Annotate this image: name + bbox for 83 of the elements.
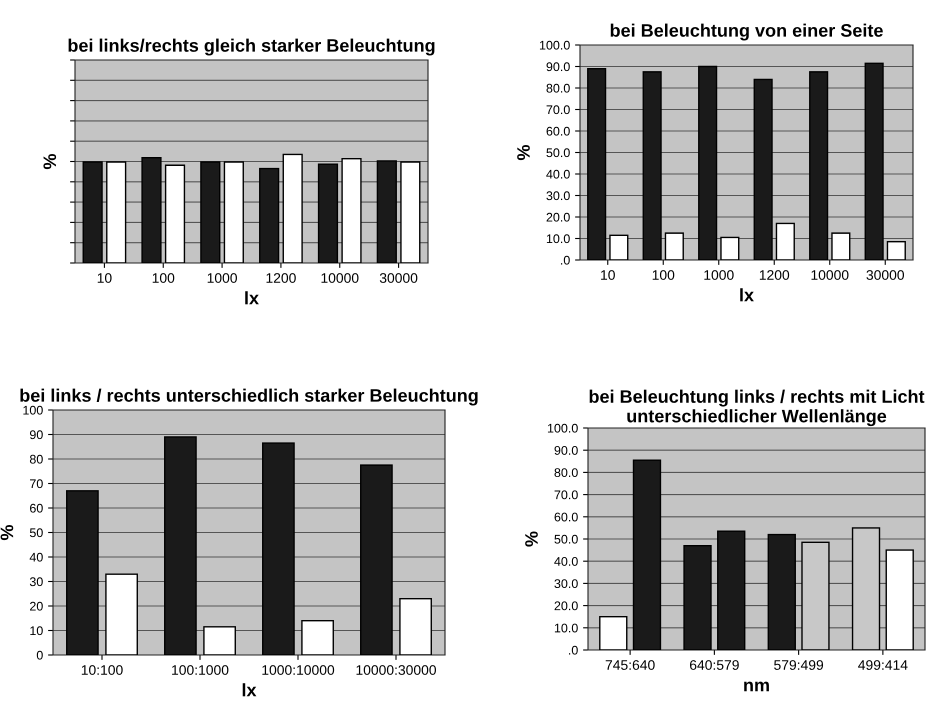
y-tick-label: 50.0 (554, 534, 578, 544)
x-tick-label: 1200 (760, 270, 790, 280)
bar (203, 626, 236, 655)
y-tick-label: 70 (30, 479, 43, 488)
chart-title: bei Beleuchtung von einer Seite (610, 24, 883, 40)
y-tick-label: .0 (568, 646, 578, 655)
x-tick-label: 1000 (704, 270, 734, 280)
x-tick-label: 745:640 (606, 660, 655, 670)
y-tick-label: 10 (30, 626, 43, 636)
y-tick-label: 20 (30, 602, 43, 611)
y-axis-title: % (525, 531, 538, 547)
y-tick-label: 20.0 (546, 212, 570, 222)
x-tick-label: 10:100 (82, 665, 123, 675)
x-tick-label: 30000 (866, 270, 904, 280)
chart-title: bei links/rechts gleich starker Beleuchtung (68, 38, 434, 56)
x-tick-label: 640:579 (690, 660, 739, 670)
y-tick-label: 70.0 (554, 490, 578, 500)
y-tick-label: 80 (30, 454, 43, 464)
bar (776, 222, 795, 260)
y-tick-label: 80.0 (554, 468, 578, 478)
x-tick-label: 579:499 (774, 660, 824, 670)
y-tick-label: 40.0 (554, 557, 578, 566)
y-tick-label: 10.0 (554, 624, 578, 632)
x-tick-label: 100 (652, 270, 674, 280)
y-tick-label: 100.0 (540, 40, 570, 50)
y-tick-label: 80.0 (546, 84, 570, 93)
bar (301, 620, 334, 655)
y-tick-label: .0 (560, 256, 570, 265)
x-tick-label: 10 (601, 270, 615, 280)
y-tick-label: 60.0 (546, 126, 570, 136)
bar (224, 161, 244, 263)
x-tick-label: 10000:30000 (356, 665, 436, 675)
bar (886, 241, 906, 260)
y-tick-label: 50.0 (546, 148, 570, 158)
bar (105, 573, 138, 655)
y-tick-label: 60.0 (554, 512, 578, 522)
bar (400, 161, 420, 263)
x-tick-label: 100 (152, 273, 174, 283)
bar (282, 154, 303, 263)
bar (664, 232, 684, 260)
y-tick-label: 90.0 (554, 446, 578, 455)
y-tick-label: 50 (30, 528, 43, 538)
bar (599, 616, 628, 650)
y-tick-label: 40.0 (546, 170, 570, 179)
bar (886, 549, 914, 650)
x-tick-label: 10 (98, 273, 112, 283)
y-tick-label: 90.0 (546, 62, 570, 72)
chart-title: bei Beleuchtung links / rechts mit Licht unterschiedlicher Wellenlänge (590, 390, 924, 426)
y-tick-label: 30 (30, 577, 43, 586)
x-axis-title: nm (744, 682, 769, 692)
y-axis-title: % (43, 154, 56, 170)
chart-title: bei links / rechts unterschiedlich starker Beleuchtung (20, 388, 478, 406)
y-axis-title: % (517, 144, 530, 160)
y-tick-label: 30.0 (546, 191, 570, 200)
y-tick-label: 70.0 (546, 105, 570, 114)
y-axis-title: % (0, 524, 14, 540)
x-tick-label: 499:414 (858, 660, 908, 670)
y-tick-label: 20.0 (554, 601, 578, 610)
y-tick-label: 10.0 (546, 234, 570, 244)
x-tick-label: 100:1000 (172, 665, 228, 675)
x-tick-label: 1200 (266, 273, 296, 283)
x-tick-label: 10000 (812, 270, 849, 280)
bar (399, 598, 432, 655)
bar (831, 232, 850, 260)
bar (164, 164, 186, 263)
x-tick-label: 1000 (208, 273, 237, 283)
x-tick-label: 10000 (322, 273, 359, 283)
y-tick-label: 30.0 (554, 579, 578, 588)
x-axis-title: lx (242, 683, 256, 696)
y-tick-label: 60 (30, 504, 43, 513)
bar (341, 158, 362, 263)
y-tick-label: 100 (23, 406, 43, 415)
y-tick-label: 40 (30, 552, 43, 562)
x-tick-label: 1000:10000 (262, 665, 334, 675)
y-tick-label: 0 (36, 650, 43, 660)
bar (106, 161, 126, 263)
y-tick-label: 90 (30, 430, 43, 440)
bar (609, 234, 628, 260)
x-tick-label: 30000 (380, 273, 418, 283)
x-axis-title: lx (245, 291, 259, 304)
bar (720, 236, 740, 260)
x-axis-title: lx (740, 288, 754, 302)
y-tick-label: 100.0 (548, 424, 578, 433)
